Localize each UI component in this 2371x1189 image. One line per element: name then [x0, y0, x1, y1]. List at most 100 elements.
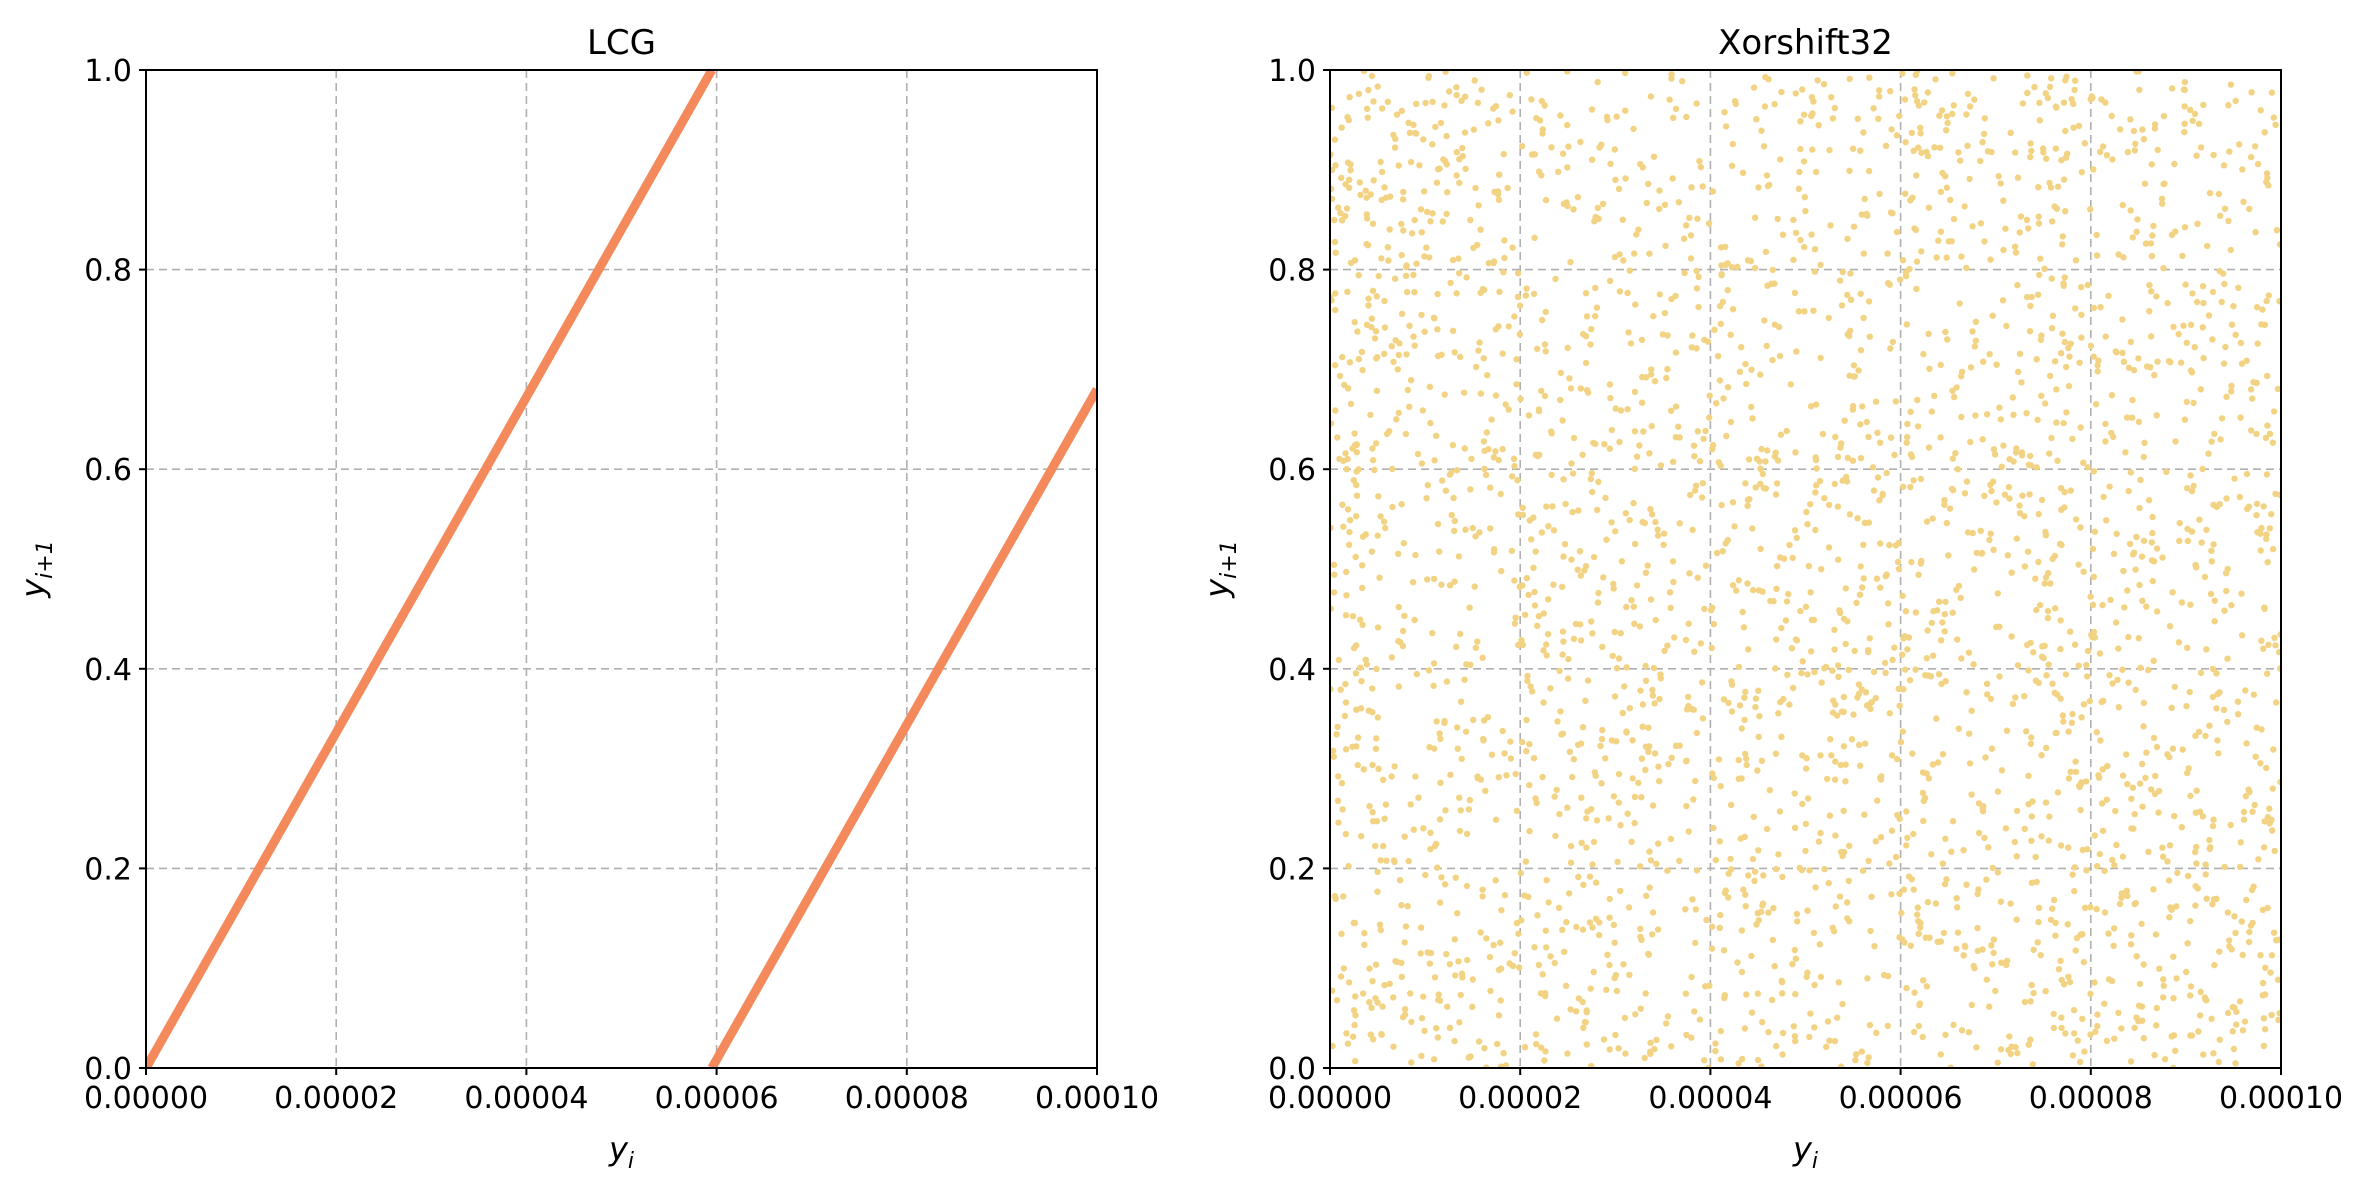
xorshift32-point	[1574, 741, 1582, 749]
xorshift32-point	[1964, 90, 1972, 98]
xorshift32-point	[1638, 794, 1645, 801]
xorshift32-point	[2180, 322, 2187, 329]
xorshift32-point	[2206, 845, 2213, 852]
xorshift32-point	[1369, 809, 1376, 816]
xorshift32-point	[1459, 153, 1467, 160]
xorshift32-point	[1577, 621, 1584, 628]
xorshift32-point	[2233, 1021, 2240, 1028]
xorshift32-point	[1577, 385, 1585, 392]
xorshift32-point	[1446, 88, 1453, 95]
xorshift32-point	[1563, 199, 1570, 206]
xorshift32-point	[2197, 386, 2204, 393]
xorshift32-point	[2140, 699, 2148, 707]
xorshift32-point	[2140, 453, 2147, 461]
xorshift32-point	[1420, 188, 1428, 195]
xorshift32-point	[1534, 622, 1541, 629]
xorshift32-point	[1799, 800, 1806, 808]
xorshift32-point	[2012, 1043, 2019, 1051]
xorshift32-point	[1860, 541, 1867, 548]
xorshift32-point	[1719, 548, 1727, 555]
xorshift32-point	[2189, 290, 2196, 297]
xorshift32-point	[1477, 226, 1484, 233]
xorshift32-point	[1561, 541, 1569, 548]
xorshift32-point	[1956, 300, 1963, 307]
xorshift32-point	[2202, 861, 2209, 868]
xorshift32-point	[1872, 694, 1879, 702]
xorshift32-point	[1989, 961, 1996, 968]
xorshift32-point	[2158, 195, 2166, 202]
xorshift32-point	[2101, 867, 2108, 875]
xorshift32-point	[1447, 771, 1454, 778]
xorshift32-point	[1402, 272, 1410, 279]
xorshift32-point	[1899, 483, 1907, 490]
xorshift32-point	[1352, 1012, 1359, 1019]
xorshift32-point	[1620, 961, 1627, 968]
xorshift32-point	[1892, 398, 1900, 405]
xorshift32-point	[1381, 350, 1388, 358]
xorshift32-point	[1441, 391, 1448, 398]
xorshift32-point	[1598, 735, 1606, 743]
xorshift32-point	[1625, 329, 1632, 336]
xorshift32-point	[1969, 529, 1976, 537]
xorshift32-point	[1362, 187, 1369, 194]
xorshift32-point	[1855, 367, 1862, 374]
xorshift32-point	[2131, 1024, 2138, 1032]
xorshift32-point	[1903, 808, 1910, 815]
xorshift32-point	[2049, 312, 2057, 319]
xorshift32-point	[1410, 333, 1417, 340]
xorshift32-point	[1937, 434, 1944, 441]
xorshift32-point	[1954, 929, 1962, 936]
xorshift32-point	[1750, 813, 1758, 821]
xorshift32-point	[1865, 433, 1872, 441]
xorshift32-point	[1896, 702, 1903, 709]
xorshift32-point	[2139, 803, 2146, 810]
xorshift32-point	[1588, 618, 1595, 625]
xorshift32-point	[2160, 994, 2167, 1001]
lcg-y-axis-label: yi+1	[14, 540, 58, 598]
xorshift32-point	[1657, 675, 1665, 682]
xorshift32-point	[1801, 243, 1808, 251]
xorshift32-point	[2220, 706, 2228, 713]
xorshift32-point	[1792, 990, 1799, 998]
xorshift32-point	[1670, 578, 1677, 586]
xorshift32-point	[1778, 733, 1785, 740]
xorshift32-point	[2013, 916, 2020, 923]
xorshift32-point	[2261, 129, 2268, 136]
xorshift32-point	[1385, 257, 1392, 264]
xorshift32-point	[2235, 284, 2242, 291]
xorshift32-point	[2136, 581, 2143, 589]
xorshift32-point	[1456, 179, 1463, 186]
xorshift32-point	[1557, 112, 1564, 119]
xorshift32-point	[2120, 358, 2128, 365]
xorshift32-point	[2059, 233, 2066, 240]
xorshift32-point	[1437, 119, 1445, 127]
xorshift32-point	[1621, 1014, 1629, 1022]
xorshift32-point	[1382, 524, 1389, 532]
xorshift32-point	[1346, 517, 1354, 524]
xorshift32-point	[2026, 328, 2034, 335]
xorshift32-point	[2143, 749, 2150, 756]
xorshift32-point	[1343, 1030, 1350, 1037]
xorshift32-point	[1480, 438, 1488, 445]
xorshift32-point	[1828, 94, 1835, 101]
xorshift32-point	[2090, 468, 2098, 475]
xorshift32-point	[1638, 755, 1646, 762]
xorshift32-point	[1729, 306, 1737, 313]
xorshift32-point	[1342, 181, 1349, 188]
xorshift32-point	[2080, 459, 2087, 466]
xorshift32-point	[1597, 742, 1604, 750]
xorshift32-point	[2187, 321, 2195, 328]
xorshift32-point	[2260, 503, 2267, 510]
xorshift32-point	[1477, 929, 1484, 936]
xorshift32-point	[1884, 972, 1892, 980]
xorshift32-point	[1903, 439, 1910, 446]
xorshift32-point	[1717, 783, 1724, 790]
xorshift32-point	[1935, 237, 1942, 244]
xorshift32-point	[1725, 870, 1732, 877]
xorshift32-point	[1523, 574, 1531, 582]
xorshift32-point	[1386, 428, 1393, 435]
xorshift32-ticks: 0.00000 0.00002 0.00004 0.00006 0.00008 0.000…	[1268, 54, 2343, 1116]
xorshift32-point	[2124, 148, 2132, 156]
xorshift32-point	[1682, 906, 1689, 913]
xorshift32-point	[2243, 740, 2250, 747]
